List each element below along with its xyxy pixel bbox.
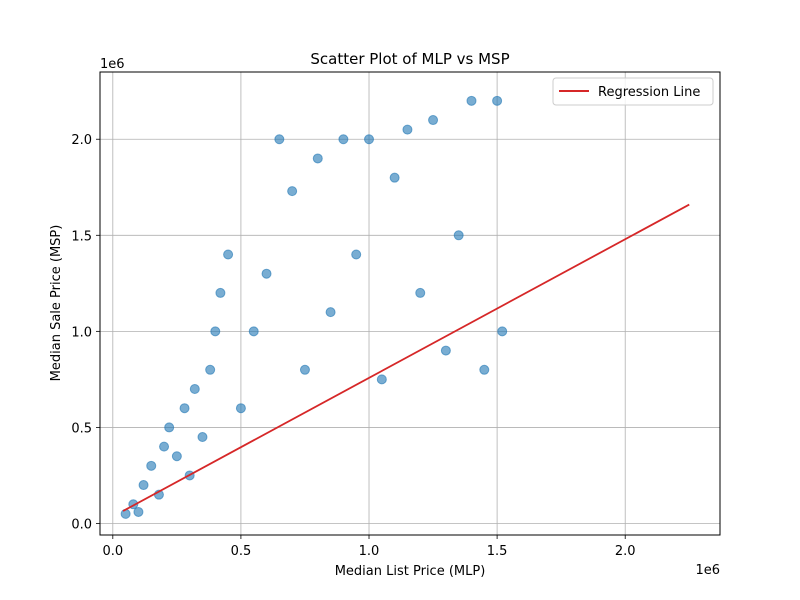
x-tick-label: 0.0	[102, 544, 123, 559]
scatter-point	[287, 186, 298, 197]
chart-title: Scatter Plot of MLP vs MSP	[310, 50, 509, 68]
scatter-point	[415, 287, 426, 298]
legend-box	[552, 77, 714, 106]
plot-frame	[99, 71, 721, 536]
scatter-point	[389, 172, 400, 183]
scatter-point	[466, 95, 477, 106]
scatter-point	[497, 326, 508, 337]
x-axis-ticks: 0.0 0.5 1.0 1.5 2.0	[102, 535, 636, 559]
x-tick-label: 2.0	[615, 544, 636, 559]
scatter-point	[440, 345, 451, 356]
scatter-point	[492, 95, 503, 106]
scatter-point	[453, 230, 464, 241]
y-tick-label: 1.0	[71, 325, 92, 340]
x-tick-label: 0.5	[231, 544, 252, 559]
scatter-point	[138, 480, 149, 491]
y-tick-label: 0.5	[71, 421, 92, 436]
scatter-point	[364, 134, 375, 145]
scatter-points	[120, 95, 508, 519]
scatter-point	[159, 441, 170, 452]
scatter-point	[338, 134, 349, 145]
scatter-point	[133, 506, 144, 517]
scatter-point	[205, 364, 216, 375]
legend: Regression Line	[552, 77, 714, 106]
legend-regression-label: Regression Line	[598, 85, 700, 100]
scatter-point	[325, 307, 336, 318]
scatter-point	[376, 374, 387, 385]
scatter-point	[351, 249, 362, 260]
y-offset-text: 1e6	[100, 57, 125, 72]
y-tick-label: 1.5	[71, 229, 92, 244]
plot-area	[100, 72, 720, 535]
scatter-point	[197, 432, 208, 443]
scatter-point	[274, 134, 285, 145]
scatter-point	[312, 153, 323, 164]
regression-line	[122, 203, 690, 512]
scatter-point	[299, 364, 310, 375]
scatter-point	[164, 422, 175, 433]
scatter-point	[261, 268, 272, 279]
scatter-point	[428, 115, 439, 126]
y-tick-label: 2.0	[71, 133, 92, 148]
scatter-point	[223, 249, 234, 260]
scatter-point	[210, 326, 221, 337]
gridlines	[100, 72, 720, 535]
x-tick-label: 1.5	[487, 544, 508, 559]
y-axis-ticks: 0.0 0.5 1.0 1.5 2.0	[71, 133, 100, 532]
scatter-point	[402, 124, 413, 135]
scatter-point	[171, 451, 182, 462]
regression-layer	[122, 203, 690, 512]
y-tick-label: 0.0	[71, 517, 92, 532]
scatter-point	[146, 460, 157, 471]
scatter-point	[479, 364, 490, 375]
scatter-point	[248, 326, 259, 337]
scatter-point	[179, 403, 190, 414]
scatter-point	[120, 508, 131, 519]
y-axis-label: Median Sale Price (MSP)	[49, 225, 64, 382]
scatter-point	[189, 383, 200, 394]
x-offset-text: 1e6	[695, 563, 720, 578]
scatter-point	[215, 287, 226, 298]
x-axis-label: Median List Price (MLP)	[335, 564, 486, 579]
x-tick-label: 1.0	[359, 544, 380, 559]
scatter-point	[235, 403, 246, 414]
